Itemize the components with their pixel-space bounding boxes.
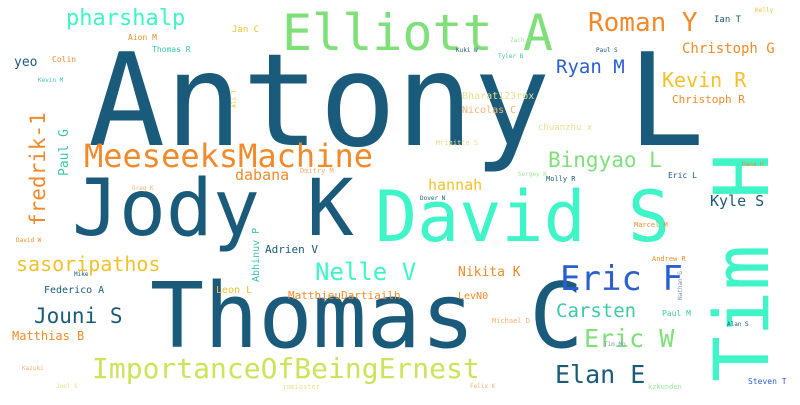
cloud-word: MeeseeksMachine — [84, 137, 373, 175]
cloud-word: Sergey K — [518, 171, 547, 178]
cloud-word: fredrik-1 — [26, 112, 50, 226]
cloud-word: Nikita K — [458, 265, 521, 280]
cloud-word: MatthieuDartiailh — [288, 289, 401, 302]
cloud-word: Paul G — [57, 129, 72, 176]
cloud-word: Antony L — [88, 27, 705, 176]
cloud-word: Aion M — [128, 33, 157, 42]
cloud-word: Eric L — [668, 171, 697, 180]
cloud-word: Kyle S — [710, 192, 765, 210]
cloud-word: Leon L — [216, 285, 253, 296]
cloud-word: Nelle V — [315, 258, 417, 286]
cloud-word: Tim Mo — [604, 341, 626, 348]
cloud-word: Paul M — [662, 309, 691, 318]
cloud-word: Hana H — [742, 161, 764, 168]
cloud-word: Adrien V — [265, 243, 318, 256]
cloud-word: Eric W — [584, 324, 675, 353]
cloud-word: Joel S — [56, 383, 78, 390]
cloud-word: Marcel M — [634, 221, 668, 229]
cloud-word: Dmitry M — [300, 167, 334, 175]
cloud-word: Bharat123rox — [462, 91, 535, 102]
cloud-word: Jan C — [232, 25, 260, 35]
cloud-word: David S — [375, 176, 671, 258]
cloud-word: LevN0 — [458, 291, 489, 302]
cloud-word: Zach T — [510, 37, 532, 44]
cloud-word: dabana — [235, 166, 290, 184]
cloud-word: Colin — [52, 55, 77, 64]
cloud-word: Mike — [74, 271, 89, 278]
cloud-word: Christoph R — [672, 93, 745, 106]
cloud-word: Kuki W — [456, 47, 478, 54]
cloud-word: chuanzhu x — [538, 123, 593, 133]
cloud-word: Dover N — [420, 195, 446, 202]
cloud-word: Matthias B — [12, 329, 85, 343]
cloud-word: Tyler B — [498, 53, 524, 60]
cloud-word: Andrew R — [652, 255, 686, 263]
cloud-word: Nicolas C — [462, 105, 517, 116]
cloud-word: Greg K — [132, 185, 154, 192]
cloud-word: Christoph G — [682, 41, 775, 57]
cloud-word: jomioster — [282, 383, 320, 391]
cloud-word: hannah — [428, 176, 483, 194]
cloud-word: kzkunden — [648, 383, 682, 391]
cloud-word: Jody K — [72, 164, 354, 254]
cloud-word: Bingyao L — [548, 148, 662, 172]
cloud-word: Michael D — [492, 317, 530, 325]
cloud-word: Mrigitte S — [436, 139, 479, 147]
cloud-word: Paul S — [596, 47, 618, 54]
cloud-word: Ali T — [231, 89, 238, 108]
cloud-word: Roman Y — [588, 8, 698, 38]
cloud-word: sasoripathos — [16, 252, 161, 276]
cloud-word: Jouni S — [34, 304, 123, 328]
cloud-word: Kazuki — [22, 365, 44, 372]
cloud-word: Thomas C — [150, 264, 584, 369]
cloud-word: Thomas R — [152, 45, 191, 54]
cloud-word: Federico A — [44, 285, 105, 296]
cloud-word: Steven T — [748, 377, 787, 386]
cloud-word: Felix K — [470, 383, 496, 390]
cloud-word: Nathan G — [677, 271, 684, 300]
cloud-word: Kevin R — [662, 68, 747, 92]
cloud-word: Tim H — [697, 153, 786, 382]
cloud-word: Carsten — [556, 300, 637, 322]
cloud-word: Elan E — [555, 360, 646, 389]
cloud-word: Molly R — [546, 175, 576, 183]
cloud-word: Alan S — [727, 321, 749, 328]
cloud-word: Eric F — [560, 259, 683, 299]
cloud-word: yeo — [14, 55, 38, 70]
cloud-word: David W — [16, 237, 42, 244]
cloud-word: pharshalp — [66, 6, 186, 31]
cloud-word: Kevin M — [38, 77, 64, 84]
cloud-word: Ian T — [714, 15, 742, 25]
cloud-word: Abhinuv P — [251, 227, 262, 282]
cloud-word: Elliott A — [282, 4, 553, 62]
cloud-word: Kelly — [755, 7, 774, 14]
cloud-word: Ryan M — [556, 56, 625, 78]
cloud-word: ImportanceOfBeingErnest — [92, 352, 480, 385]
